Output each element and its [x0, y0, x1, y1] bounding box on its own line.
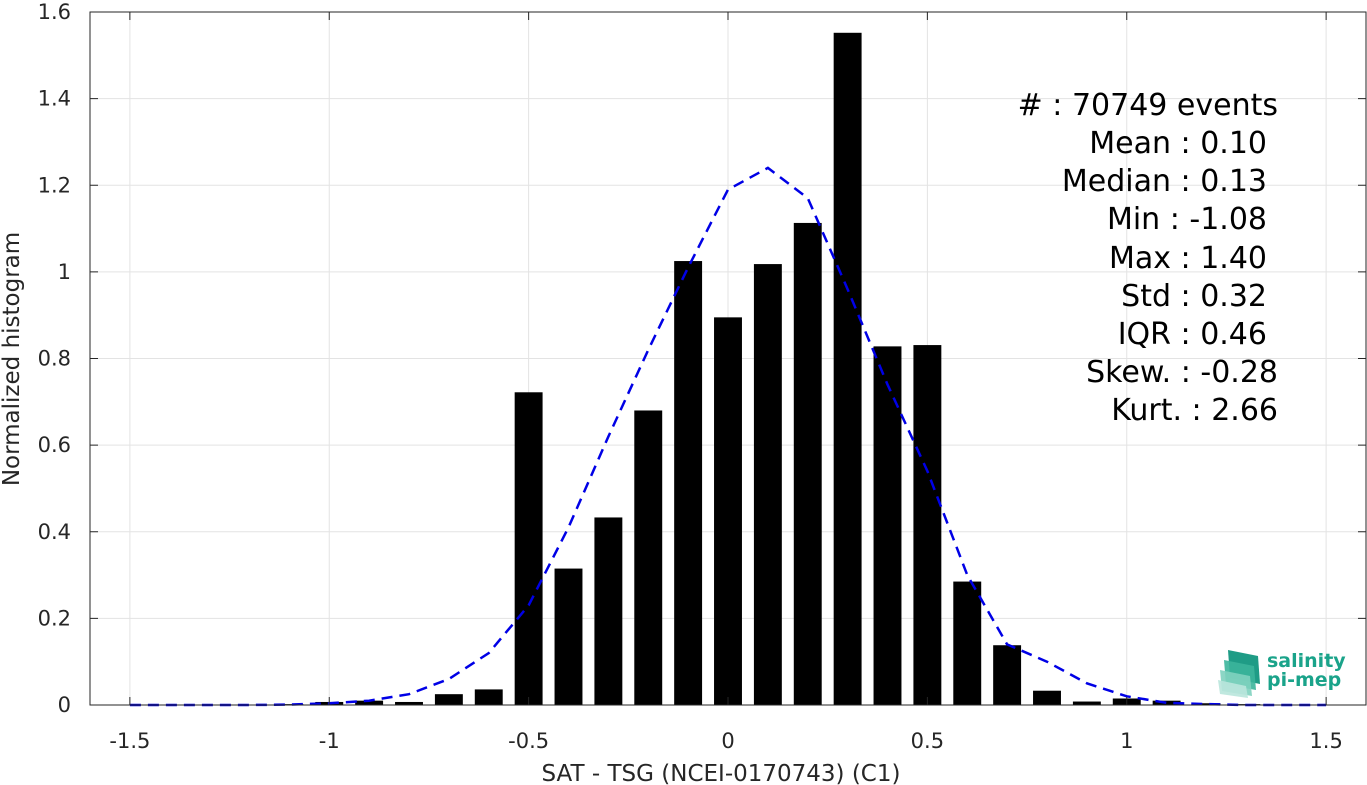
stat-median: Median : 0.13: [1062, 164, 1267, 199]
histogram-bar: [395, 701, 423, 705]
histogram-bar: [953, 581, 982, 705]
y-tick-label: 0: [58, 693, 71, 717]
histogram-bar: [514, 392, 543, 705]
stats-box: # : 70749 events Mean : 0.10 Median : 0.…: [1018, 88, 1278, 428]
axis-ticks: [90, 11, 1366, 706]
histogram-bar: [873, 346, 902, 705]
stat-kurt: Kurt. : 2.66: [1111, 393, 1278, 428]
stat-min: Min : -1.08: [1107, 202, 1267, 237]
x-tick-label: 1.5: [1309, 729, 1342, 753]
histogram-bar: [1072, 701, 1101, 705]
stat-max: Max : 1.40: [1109, 241, 1267, 276]
y-tick-label: 0.8: [38, 347, 71, 371]
y-axis-label: Normalized histogram: [0, 232, 25, 486]
x-tick-label: -1.5: [109, 729, 150, 753]
x-tick-label: 0.5: [911, 729, 944, 753]
histogram-bar: [355, 700, 384, 705]
histogram-bar: [714, 317, 742, 705]
x-tick-label: 0: [721, 729, 734, 753]
histogram-bar: [833, 32, 862, 706]
salinity-pimep-logo: salinity pi-mep: [1218, 650, 1346, 698]
x-tick-label: -1: [319, 729, 340, 753]
y-tick-label: 0.4: [38, 520, 71, 544]
stat-iqr: IQR : 0.46: [1118, 317, 1267, 352]
histogram-bar: [434, 694, 463, 705]
stat-events: # : 70749 events: [1018, 88, 1278, 123]
x-axis-label: SAT - TSG (NCEI-0170743) (C1): [542, 761, 901, 785]
histogram-bar: [993, 645, 1022, 705]
histogram-bar: [1192, 703, 1221, 705]
histogram-bar: [1033, 690, 1061, 705]
logo-text-line1: salinity: [1267, 650, 1346, 672]
histogram-bar: [793, 222, 822, 705]
histogram-bar: [674, 261, 703, 705]
x-tick-label: 1: [1120, 729, 1133, 753]
y-tick-label: 0.6: [38, 433, 71, 457]
y-tick-label: 0.2: [38, 606, 71, 630]
grid-lines: [90, 11, 1366, 706]
y-tick-label: 1.6: [38, 0, 71, 24]
histogram-bars: [275, 32, 1301, 706]
stat-std: Std : 0.32: [1121, 279, 1267, 314]
histogram-bar: [753, 264, 782, 705]
histogram-bar: [554, 568, 583, 705]
histogram-bar: [594, 517, 623, 705]
stat-skew: Skew. : -0.28: [1086, 355, 1278, 390]
y-tick-labels: 0 0.2 0.4 0.6 0.8 1 1.2 1.4 1.6: [38, 0, 71, 717]
histogram-bar: [474, 689, 503, 705]
histogram-bar: [913, 345, 942, 705]
stat-mean: Mean : 0.10: [1089, 126, 1267, 161]
logo-text-line2: pi-mep: [1267, 669, 1341, 691]
y-tick-label: 1: [58, 260, 71, 284]
y-tick-label: 1.4: [38, 87, 71, 111]
x-tick-label: -0.5: [508, 729, 549, 753]
x-tick-labels: -1.5 -1 -0.5 0 0.5 1 1.5: [109, 729, 1342, 753]
histogram-bar: [1152, 700, 1181, 705]
y-tick-label: 1.2: [38, 173, 71, 197]
wave-logo-icon: [1218, 650, 1260, 698]
histogram-bar: [634, 410, 663, 705]
